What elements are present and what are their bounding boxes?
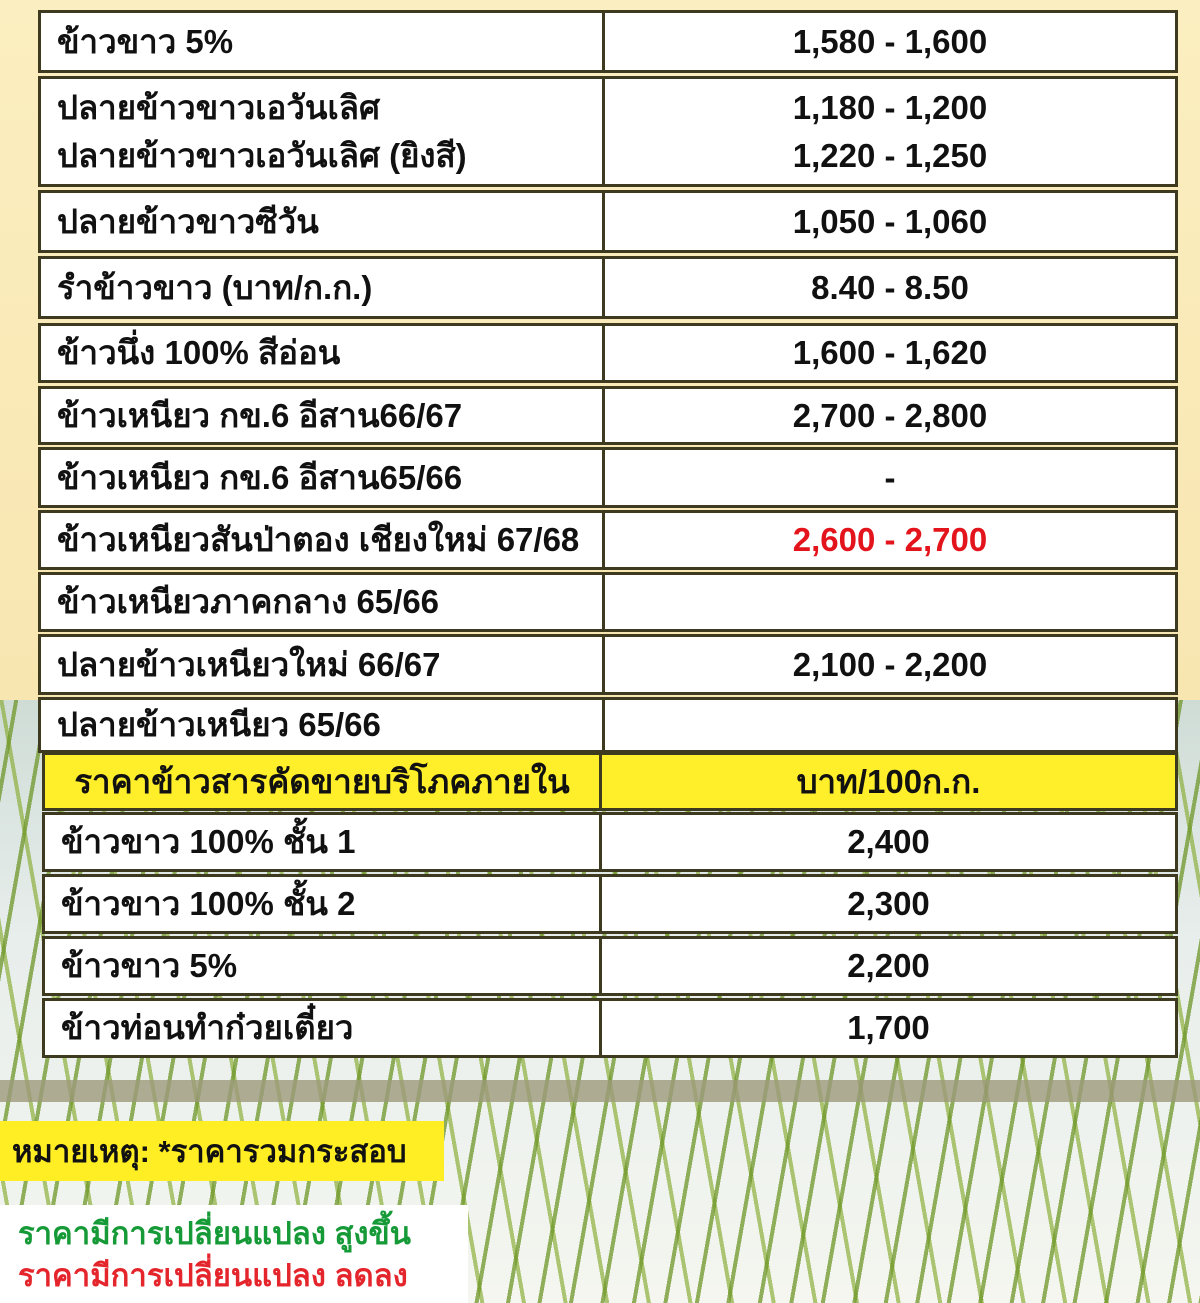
price-value: 2,100 - 2,200: [792, 645, 988, 683]
rice-type-label: ปลายข้าวเหนียวใหม่ 66/67: [57, 645, 441, 683]
price-cell: 2,200: [602, 936, 1178, 996]
table-row: ข้าวเหนียว กข.6 อีสาน66/67 2,700 - 2,800: [38, 386, 1178, 445]
rice-type-label: ข้าวเหนียว กข.6 อีสาน65/66: [57, 458, 463, 496]
table-row: ข้าวนึ่ง 100% สีอ่อน 1,600 - 1,620: [38, 323, 1178, 383]
table-row: ปลายข้าวเหนียวใหม่ 66/67 2,100 - 2,200: [38, 634, 1178, 695]
rice-type-label: ข้าวขาว 100% ชั้น 2: [61, 885, 356, 922]
rice-type-cell: ข้าวเหนียวภาคกลาง 65/66: [38, 572, 605, 632]
price-value: 2,700 - 2,800: [792, 396, 988, 434]
price-cell: 2,300: [602, 874, 1178, 934]
table-row: รำข้าวขาว (บาท/ก.ก.) 8.40 - 8.50: [38, 256, 1178, 319]
rice-type-cell: ข้าวขาว 100% ชั้น 1: [42, 812, 602, 872]
rice-type-cell: ข้าวขาว 5%: [42, 936, 602, 996]
rice-type-label: ปลายข้าวขาวเอวันเลิศ (ยิงสี): [57, 136, 467, 174]
note-box: หมายเหตุ: *ราคารวมกระสอบ: [0, 1121, 444, 1181]
legend-up: ราคามีการเปลี่ยนแปลง สูงขึ้น: [18, 1216, 411, 1251]
table-row: ข้าวขาว 100% ชั้น 2 2,300: [42, 874, 1178, 934]
domestic-header-row: ราคาข้าวสารคัดขายบริโภคภายใน บาท/100ก.ก.: [42, 752, 1178, 811]
table-row: ข้าวท่อนทำก๋วยเตี๋ยว 1,700: [42, 998, 1178, 1058]
table-row: ข้าวขาว 100% ชั้น 1 2,400: [42, 812, 1178, 872]
price-cell: 2,700 - 2,800: [605, 386, 1178, 445]
table-row: ปลายข้าวขาวเอวันเลิศปลายข้าวขาวเอวันเลิศ…: [38, 76, 1178, 187]
price-cell: [605, 697, 1178, 753]
rice-type-cell: ปลายข้าวขาวเอวันเลิศปลายข้าวขาวเอวันเลิศ…: [38, 76, 605, 187]
rice-type-label: ข้าวเหนียวภาคกลาง 65/66: [57, 583, 440, 620]
rice-type-cell: ข้าวนึ่ง 100% สีอ่อน: [38, 323, 605, 383]
price-cell: 1,600 - 1,620: [605, 323, 1178, 383]
price-cell: 8.40 - 8.50: [605, 256, 1178, 319]
price-cell: 1,580 - 1,600: [605, 10, 1178, 73]
header-name-cell: ราคาข้าวสารคัดขายบริโภคภายใน: [42, 752, 602, 811]
rice-type-label: ข้าวขาว 5%: [61, 947, 238, 984]
rice-type-cell: ข้าวเหนียว กข.6 อีสาน65/66: [38, 447, 605, 508]
price-cell: 2,400: [602, 812, 1178, 872]
rice-type-cell: ข้าวขาว 100% ชั้น 2: [42, 874, 602, 934]
price-value: 1,050 - 1,060: [792, 202, 988, 240]
rice-type-label: ปลายข้าวขาวซีวัน: [57, 202, 319, 240]
price-value: 1,180 - 1,200: [792, 88, 988, 126]
price-cell: 1,050 - 1,060: [605, 190, 1178, 253]
rice-type-label: ข้าวท่อนทำก๋วยเตี๋ยว: [61, 1009, 354, 1046]
price-cell: -: [605, 447, 1178, 508]
table-row: ปลายข้าวเหนียว 65/66: [38, 697, 1178, 753]
rice-type-label: ข้าวขาว 100% ชั้น 1: [61, 823, 356, 860]
rice-type-cell: ข้าวขาว 5%: [38, 10, 605, 73]
note-text: หมายเหตุ: *ราคารวมกระสอบ: [12, 1134, 407, 1169]
rice-type-cell: ปลายข้าวเหนียว 65/66: [38, 697, 605, 753]
price-cell: 1,700: [602, 998, 1178, 1058]
header-unit-cell: บาท/100ก.ก.: [602, 752, 1178, 811]
price-value: 2,400: [847, 823, 930, 860]
rice-type-cell: ข้าวเหนียว กข.6 อีสาน66/67: [38, 386, 605, 445]
rice-type-label: ปลายข้าวขาวเอวันเลิศ: [57, 88, 380, 126]
price-value: 2,200: [847, 947, 930, 984]
table-row: ข้าวขาว 5% 2,200: [42, 936, 1178, 996]
domestic-header-title: ราคาข้าวสารคัดขายบริโภคภายใน: [74, 762, 570, 800]
table-row: ข้าวเหนียว กข.6 อีสาน65/66 -: [38, 447, 1178, 508]
rice-type-label: ปลายข้าวเหนียว 65/66: [57, 706, 381, 743]
rice-type-label: รำข้าวขาว (บาท/ก.ก.): [57, 268, 373, 306]
price-cell: [605, 572, 1178, 632]
price-value: 2,300: [847, 885, 930, 922]
price-value: 1,600 - 1,620: [792, 334, 988, 371]
unit-label: บาท/100ก.ก.: [796, 762, 981, 800]
price-value: 1,700: [847, 1009, 930, 1046]
legend-down: ราคามีการเปลี่ยนแปลง ลดลง: [18, 1258, 408, 1293]
table-row: ข้าวเหนียวภาคกลาง 65/66: [38, 572, 1178, 632]
rice-type-cell: ปลายข้าวขาวซีวัน: [38, 190, 605, 253]
rice-type-cell: รำข้าวขาว (บาท/ก.ก.): [38, 256, 605, 319]
rice-type-cell: ข้าวท่อนทำก๋วยเตี๋ยว: [42, 998, 602, 1058]
legend-box: ราคามีการเปลี่ยนแปลง สูงขึ้น ราคามีการเป…: [0, 1205, 468, 1303]
price-cell: 2,100 - 2,200: [605, 634, 1178, 695]
price-value: 8.40 - 8.50: [811, 268, 969, 306]
rice-type-cell: ข้าวเหนียวสันป่าตอง เชียงใหม่ 67/68: [38, 510, 605, 570]
price-cell: 2,600 - 2,700: [605, 510, 1178, 570]
rice-type-label: ข้าวขาว 5%: [57, 22, 234, 60]
table-row: ข้าวขาว 5% 1,580 - 1,600: [38, 10, 1178, 73]
rice-type-label: ข้าวเหนียว กข.6 อีสาน66/67: [57, 396, 463, 434]
price-value: 1,220 - 1,250: [792, 136, 988, 174]
rice-type-label: ข้าวเหนียวสันป่าตอง เชียงใหม่ 67/68: [57, 521, 580, 558]
price-cell: 1,180 - 1,200 1,220 - 1,250: [605, 76, 1178, 187]
price-value: 1,580 - 1,600: [792, 22, 988, 60]
price-value: -: [884, 458, 896, 496]
table-row: ปลายข้าวขาวซีวัน 1,050 - 1,060: [38, 190, 1178, 253]
price-value: 2,600 - 2,700: [792, 521, 988, 558]
table-row: ข้าวเหนียวสันป่าตอง เชียงใหม่ 67/68 2,600…: [38, 510, 1178, 570]
rice-type-label: ข้าวนึ่ง 100% สีอ่อน: [57, 334, 341, 371]
rice-type-cell: ปลายข้าวเหนียวใหม่ 66/67: [38, 634, 605, 695]
